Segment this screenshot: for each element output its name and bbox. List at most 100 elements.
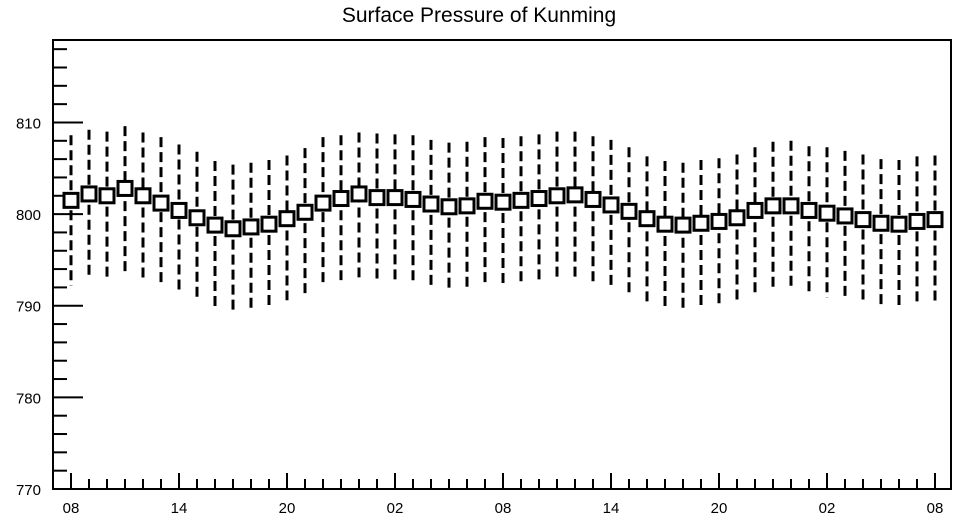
data-point bbox=[440, 142, 458, 292]
data-point bbox=[206, 160, 224, 307]
data-point bbox=[872, 159, 890, 307]
data-point bbox=[98, 131, 116, 281]
center-marker bbox=[512, 191, 530, 209]
center-marker bbox=[710, 212, 728, 230]
data-point bbox=[854, 154, 872, 303]
data-point bbox=[818, 147, 836, 298]
center-marker bbox=[170, 201, 188, 219]
center-marker bbox=[800, 201, 818, 219]
center-marker bbox=[566, 186, 584, 204]
data-point bbox=[908, 156, 926, 305]
data-point bbox=[656, 160, 674, 307]
center-marker bbox=[674, 216, 692, 234]
center-marker bbox=[926, 211, 944, 229]
center-marker bbox=[116, 179, 134, 197]
x-tick-label: 08 bbox=[63, 500, 80, 517]
center-marker bbox=[836, 207, 854, 225]
data-point bbox=[584, 136, 602, 283]
center-marker bbox=[404, 190, 422, 208]
data-point bbox=[350, 132, 368, 278]
data-point bbox=[674, 162, 692, 310]
center-marker bbox=[548, 187, 566, 205]
center-marker bbox=[80, 185, 98, 203]
chart-title: Surface Pressure of Kunming bbox=[341, 4, 617, 27]
x-tick-label: 02 bbox=[387, 500, 404, 517]
data-point bbox=[692, 160, 710, 307]
x-tick-label: 20 bbox=[711, 500, 728, 517]
data-point bbox=[224, 164, 242, 312]
data-point bbox=[620, 147, 638, 294]
x-axis: 08 14 20 02 08 14 20 02 08 bbox=[63, 473, 944, 517]
data-point bbox=[926, 155, 944, 304]
center-marker bbox=[872, 214, 890, 232]
y-tick-label: 780 bbox=[16, 390, 41, 407]
center-marker bbox=[242, 218, 260, 236]
center-marker bbox=[494, 193, 512, 211]
center-marker bbox=[260, 215, 278, 233]
center-marker bbox=[476, 192, 494, 210]
data-point bbox=[62, 135, 80, 286]
y-axis: 770 780 790 800 810 bbox=[16, 48, 83, 499]
center-marker bbox=[314, 194, 332, 212]
center-marker bbox=[152, 194, 170, 212]
data-point bbox=[386, 134, 404, 282]
center-marker bbox=[782, 197, 800, 215]
center-marker bbox=[332, 190, 350, 208]
data-point bbox=[152, 137, 170, 285]
data-point bbox=[458, 141, 476, 290]
data-point bbox=[746, 147, 764, 294]
data-point bbox=[836, 150, 854, 301]
y-tick-label: 770 bbox=[16, 482, 41, 499]
data-point bbox=[314, 137, 332, 285]
center-marker bbox=[638, 210, 656, 228]
center-marker bbox=[386, 189, 404, 207]
data-point bbox=[260, 160, 278, 307]
box-series bbox=[62, 126, 944, 312]
data-point bbox=[332, 135, 350, 281]
data-point bbox=[170, 144, 188, 293]
center-marker bbox=[728, 209, 746, 227]
data-point bbox=[404, 135, 422, 284]
data-point bbox=[512, 136, 530, 284]
y-tick-label: 810 bbox=[16, 115, 41, 132]
center-marker bbox=[908, 212, 926, 230]
center-marker bbox=[224, 220, 242, 238]
center-marker bbox=[206, 216, 224, 234]
data-point bbox=[242, 162, 260, 310]
x-tick-label: 14 bbox=[603, 500, 620, 517]
center-marker bbox=[746, 201, 764, 219]
y-tick-label: 790 bbox=[16, 299, 41, 316]
center-marker bbox=[602, 196, 620, 214]
center-marker bbox=[440, 198, 458, 216]
center-marker bbox=[188, 209, 206, 227]
data-point bbox=[800, 146, 818, 295]
data-point bbox=[638, 156, 656, 303]
data-point bbox=[116, 126, 134, 273]
x-tick-label: 08 bbox=[495, 500, 512, 517]
x-tick-label: 08 bbox=[927, 500, 944, 517]
y-tick-label: 800 bbox=[16, 207, 41, 224]
data-point bbox=[476, 137, 494, 285]
center-marker bbox=[350, 185, 368, 203]
center-marker bbox=[62, 191, 80, 209]
center-marker bbox=[620, 202, 638, 220]
data-point bbox=[548, 131, 566, 280]
center-marker bbox=[818, 204, 836, 222]
data-point bbox=[296, 148, 314, 294]
data-point bbox=[188, 151, 206, 301]
data-point bbox=[368, 133, 386, 281]
center-marker bbox=[278, 210, 296, 228]
center-marker bbox=[422, 195, 440, 213]
center-marker bbox=[890, 215, 908, 233]
data-point bbox=[710, 158, 728, 304]
x-tick-label: 20 bbox=[279, 500, 296, 517]
center-marker bbox=[584, 190, 602, 208]
center-marker bbox=[98, 187, 116, 205]
center-marker bbox=[458, 197, 476, 215]
data-point bbox=[566, 131, 584, 279]
data-point bbox=[80, 129, 98, 279]
data-point bbox=[602, 139, 620, 288]
data-point bbox=[890, 160, 908, 308]
center-marker bbox=[134, 187, 152, 205]
